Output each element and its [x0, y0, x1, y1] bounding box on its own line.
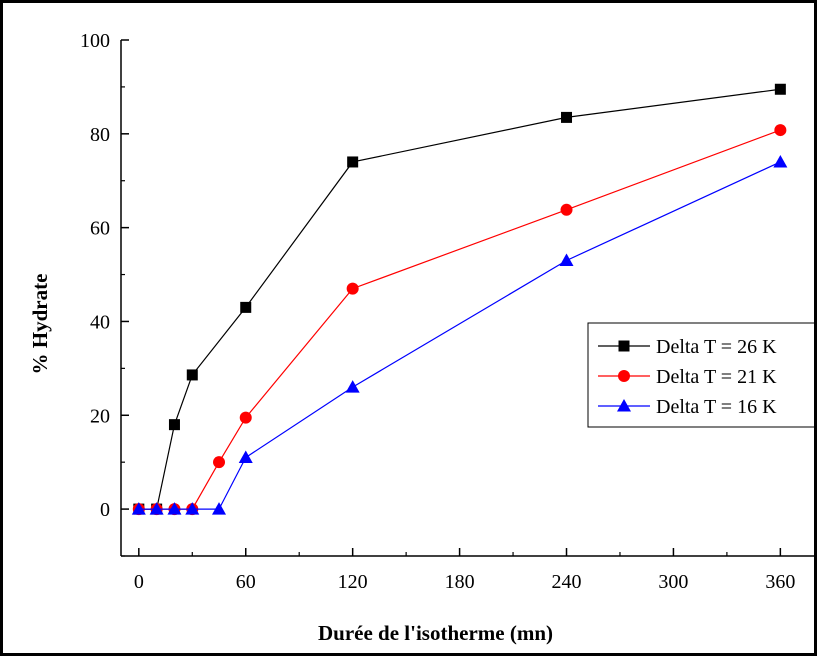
series-1 [133, 83, 786, 515]
legend-label: Delta T = 16 K [656, 396, 777, 418]
series-layer [131, 83, 788, 516]
data-point [212, 502, 227, 515]
data-point [345, 380, 360, 393]
data-point [561, 111, 573, 123]
x-tick-label: 120 [338, 571, 368, 593]
x-tick-label: 360 [765, 571, 795, 593]
data-point [186, 369, 198, 381]
data-point [618, 340, 630, 352]
data-point [618, 370, 630, 382]
data-point [560, 203, 573, 216]
data-point [346, 282, 359, 295]
y-tick-label: 60 [90, 218, 110, 240]
data-point [213, 456, 226, 469]
data-point [773, 154, 788, 168]
x-tick-label: 180 [445, 571, 475, 593]
series-line [138, 88, 781, 510]
x-tick-label: 0 [134, 571, 144, 593]
series-2 [132, 124, 787, 516]
axes: 0 20 40 60 80 100 0 60 120 180 240 300 360 [80, 30, 816, 593]
data-point [167, 502, 182, 515]
legend-label: Delta T = 26 K [656, 336, 777, 358]
y-tick-label: 0 [100, 499, 110, 521]
data-point [617, 399, 631, 412]
y-tick-label: 100 [80, 30, 110, 52]
x-tick-label: 300 [658, 571, 688, 593]
x-tick-label: 60 [236, 571, 256, 593]
data-point [149, 502, 164, 515]
y-axis-title: % Hydrate [28, 274, 52, 375]
data-point [774, 83, 786, 95]
data-point [238, 450, 253, 463]
x-axis-title: Durée de l'isotherme (mn) [318, 621, 553, 645]
data-point [131, 502, 146, 515]
y-tick-label: 20 [90, 405, 110, 427]
data-point [239, 411, 252, 424]
data-point [559, 253, 574, 266]
data-point [168, 419, 180, 431]
line-chart: 0 20 40 60 80 100 0 60 120 180 240 300 360 Delta T =… [28, 30, 817, 645]
data-point [185, 502, 200, 515]
series-line [138, 129, 781, 510]
y-tick-label: 40 [90, 311, 110, 333]
series-3 [131, 154, 788, 515]
y-tick-label: 80 [90, 124, 110, 146]
legend-label: Delta T = 21 K [656, 366, 777, 388]
legend: Delta T = 26 K Delta T = 21 K Delta T = 16… [587, 322, 817, 428]
x-tick-label: 240 [552, 571, 582, 593]
data-point [347, 156, 359, 168]
data-point [240, 301, 252, 313]
data-point [774, 124, 787, 137]
